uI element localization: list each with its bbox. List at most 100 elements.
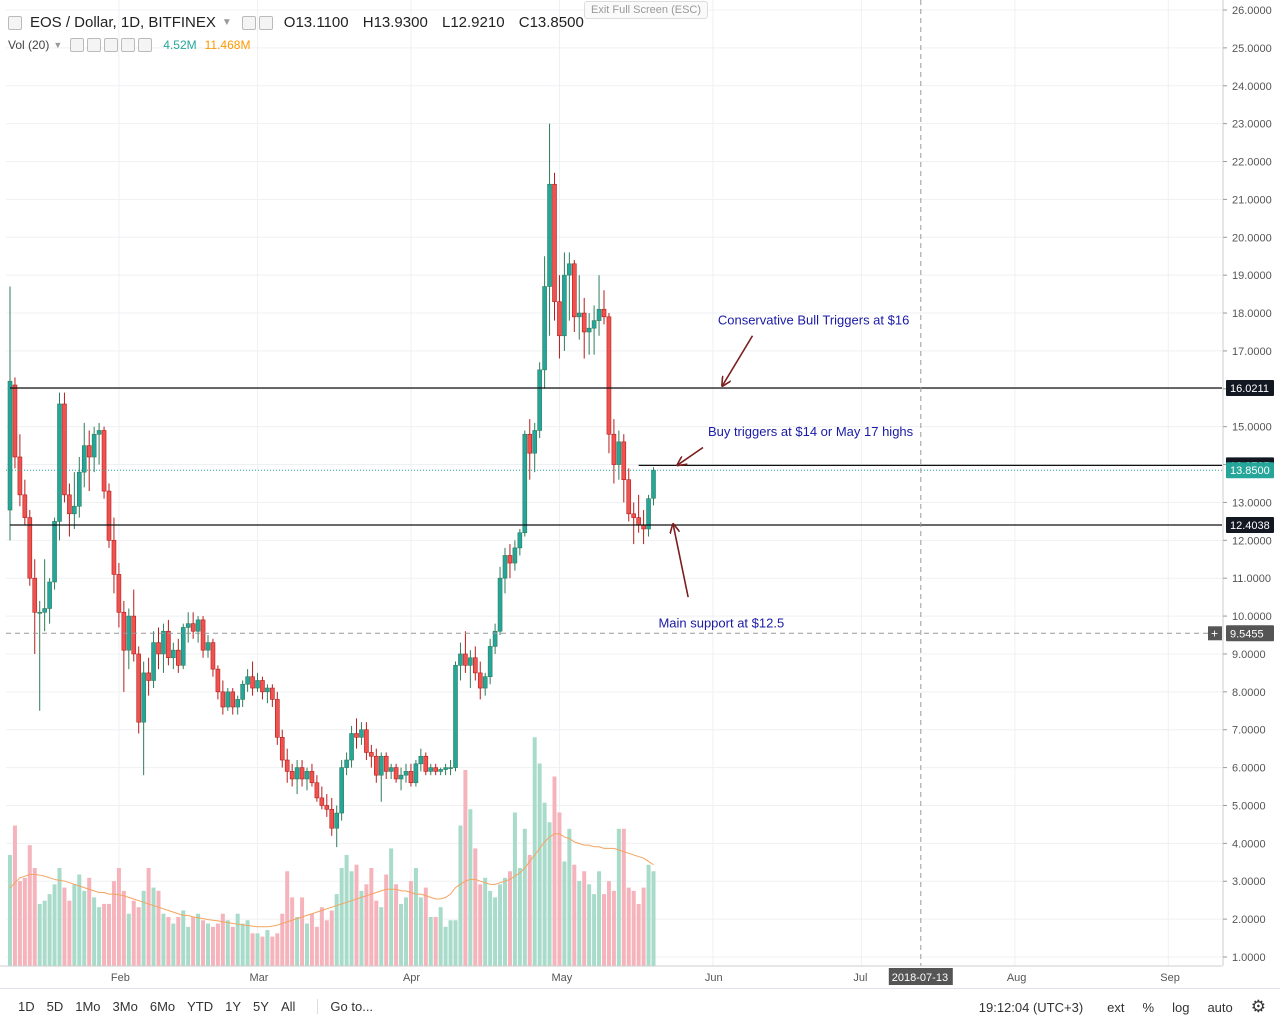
timeframe-5d[interactable]: 5D — [46, 999, 64, 1014]
candle-body — [621, 441, 627, 481]
price-tag — [1226, 462, 1274, 479]
volume-bar — [270, 936, 275, 966]
exit-fullscreen-button[interactable]: Exit Full Screen (ESC) — [584, 1, 709, 19]
candle-body — [156, 642, 161, 655]
candle-body — [116, 574, 122, 613]
volume-bar — [532, 737, 537, 966]
volume-bar — [8, 854, 12, 966]
chart-grid — [6, 0, 1222, 966]
volume-bar — [646, 864, 651, 966]
volume-bar — [230, 926, 235, 966]
candle-body — [151, 642, 156, 681]
timeframe-ytd[interactable]: YTD — [187, 999, 214, 1014]
timeframe-6mo[interactable]: 6Mo — [149, 999, 176, 1014]
candle-body — [86, 445, 92, 458]
candle-body — [22, 494, 28, 518]
more-icon[interactable] — [138, 38, 153, 52]
log-toggle[interactable]: log — [1172, 999, 1190, 1015]
candle-body — [408, 771, 414, 784]
candle-body — [131, 615, 137, 655]
price-chart[interactable]: Conservative Bull Triggers at $16 Buy tri… — [0, 0, 1280, 988]
candle-body — [517, 532, 523, 549]
volume-legend: Vol (20) ▼ 4.52M 11.468M — [8, 38, 250, 52]
clock[interactable]: 19:12:04 (UTC+3) — [978, 999, 1084, 1015]
ext-toggle[interactable]: ext — [1107, 999, 1125, 1015]
candle-body — [47, 581, 52, 609]
horizontal-levels[interactable] — [6, 0, 1222, 966]
volume-bar — [201, 920, 206, 966]
candle-body — [537, 369, 542, 431]
price-axis[interactable]: 1.0000 2.0000 3.0000 4.0000 5.0000 6.0000 7.00… — [1208, 0, 1274, 966]
volume-bar — [92, 897, 97, 966]
volume-bar — [503, 877, 507, 966]
candle-body — [458, 653, 463, 666]
candle-body — [250, 676, 255, 689]
volume-bar — [433, 917, 438, 966]
candle-body — [428, 767, 434, 772]
visibility-icon[interactable] — [241, 15, 256, 30]
settings-small-icon[interactable] — [87, 38, 102, 52]
volume-bar — [606, 881, 611, 966]
candle-body — [581, 312, 587, 333]
volume-bar — [651, 871, 656, 966]
volume-label[interactable]: Vol (20) — [8, 38, 50, 52]
candle-body — [81, 445, 87, 473]
volume-bar — [577, 881, 582, 966]
candle-body — [111, 540, 117, 575]
candle-body — [185, 623, 191, 628]
candle-body — [91, 433, 97, 458]
volume-bar — [488, 890, 493, 966]
visibility-icon[interactable] — [70, 38, 85, 52]
goto-button[interactable]: Go to... — [317, 999, 373, 1014]
price-tag — [1226, 517, 1274, 534]
gear-icon[interactable]: ⚙ — [1250, 997, 1266, 1016]
annotations[interactable]: Conservative Bull Triggers at $16 Buy tri… — [658, 312, 913, 630]
candle-body — [245, 676, 250, 685]
volume-bar — [275, 933, 280, 966]
volume-bar — [245, 920, 250, 966]
candle-body — [388, 767, 394, 772]
volume-bar — [290, 897, 295, 966]
volume-bar — [116, 868, 121, 966]
volume-bar — [498, 884, 503, 966]
volume-bar — [413, 868, 418, 966]
collapse-icon[interactable] — [8, 15, 22, 30]
add-icon[interactable] — [104, 38, 119, 52]
timeframe-3mo[interactable]: 3Mo — [112, 999, 138, 1014]
x-tick-label: Jul — [853, 972, 867, 984]
volume-bar — [389, 848, 394, 966]
volume-bar — [17, 881, 22, 966]
percent-toggle[interactable]: % — [1142, 999, 1155, 1015]
volume-bar — [512, 812, 517, 966]
volume-bar — [626, 887, 631, 966]
timeframe-1mo[interactable]: 1Mo — [75, 999, 101, 1014]
symbol-dropdown-icon[interactable]: ▼ — [221, 17, 232, 28]
timeframe-5y[interactable]: 5Y — [253, 999, 269, 1014]
volume-bar — [562, 861, 567, 966]
auto-toggle[interactable]: auto — [1207, 999, 1233, 1015]
timeframe-1d[interactable]: 1D — [18, 999, 35, 1014]
candle-body — [571, 263, 577, 318]
candle-body — [433, 767, 439, 772]
volume-bar — [547, 822, 552, 966]
volume-bar — [443, 926, 448, 966]
volume-bar — [97, 907, 102, 966]
time-axis[interactable]: Feb Mar Apr May Jun Jul Aug Sep 2018-07-13 — [0, 965, 1222, 985]
add-alert-icon[interactable] — [1208, 626, 1222, 641]
candle-body — [324, 805, 330, 810]
volume-dropdown-icon[interactable]: ▼ — [53, 40, 63, 50]
close-icon[interactable] — [121, 38, 136, 52]
volume-bar — [319, 907, 324, 966]
volume-bar — [527, 854, 532, 966]
symbol-title[interactable]: EOS / Dollar, 1D, BITFINEX — [30, 14, 216, 31]
timeframe-1y[interactable]: 1Y — [225, 999, 242, 1014]
price-tag-label: 16.0211 — [1230, 383, 1269, 395]
volume-bar — [329, 910, 334, 966]
timeframe-all[interactable]: All — [280, 999, 296, 1014]
volume-bar — [42, 900, 47, 966]
volume-bar — [57, 868, 62, 966]
annotation-text: Main support at $12.5 — [658, 615, 784, 630]
candle-body — [235, 699, 240, 708]
volume-bar — [349, 871, 354, 966]
settings-small-icon[interactable] — [258, 15, 273, 30]
